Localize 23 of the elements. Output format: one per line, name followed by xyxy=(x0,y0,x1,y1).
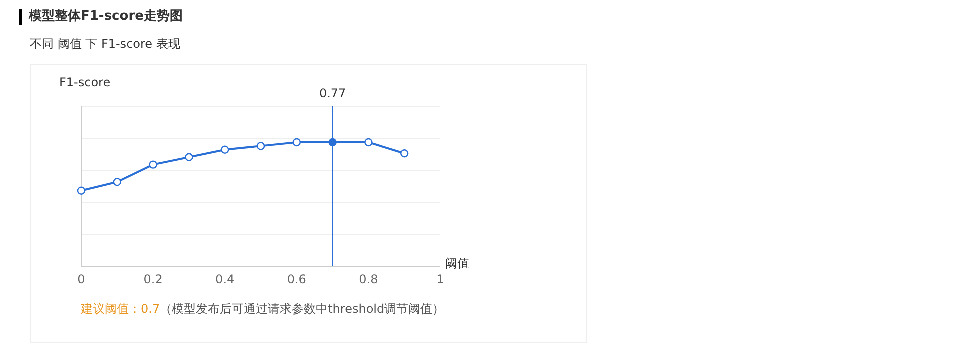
point xyxy=(292,138,301,147)
text: （模型发布后可通过请求参数中threshold调节阈值） xyxy=(160,302,445,316)
point xyxy=(149,160,158,170)
text: 0.77 xyxy=(319,86,346,101)
chart-subtitle: 不同 阈值 下 F1-score 表现 xyxy=(30,36,180,53)
point xyxy=(328,138,337,147)
x-tick-label: 0.8 xyxy=(359,272,378,287)
y-axis-title: F1-score xyxy=(60,76,111,90)
point xyxy=(256,142,266,150)
chart-title: 模型整体F1-score走势图 xyxy=(29,9,183,25)
point xyxy=(77,186,86,196)
x-tick-label: 0.6 xyxy=(287,272,306,287)
point xyxy=(185,153,194,162)
x-tick-label: 0 xyxy=(78,272,86,287)
point xyxy=(364,138,373,147)
x-axis-title: 阈值 xyxy=(446,256,470,271)
point xyxy=(400,150,409,158)
point xyxy=(113,178,122,186)
x-tick-label: 0.2 xyxy=(144,272,163,287)
x-tick-label: 1 xyxy=(436,272,444,287)
x-tick-label: 0.4 xyxy=(216,272,235,287)
text: 建议阈值：0.7 xyxy=(81,302,160,316)
point xyxy=(221,146,230,154)
